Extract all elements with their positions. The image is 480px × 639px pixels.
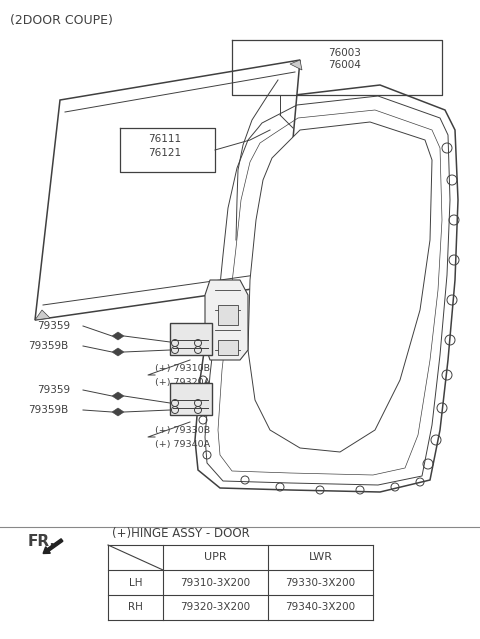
Bar bbox=[218, 340, 238, 355]
Polygon shape bbox=[35, 60, 300, 320]
Text: (+) 79330B: (+) 79330B bbox=[155, 426, 210, 435]
Text: 79359B: 79359B bbox=[28, 341, 68, 351]
Text: 76004: 76004 bbox=[329, 60, 361, 70]
Polygon shape bbox=[112, 392, 124, 400]
Text: 79330-3X200: 79330-3X200 bbox=[286, 578, 356, 587]
Text: (+) 79320A: (+) 79320A bbox=[155, 378, 210, 387]
Text: 76121: 76121 bbox=[148, 148, 181, 158]
Text: 76111: 76111 bbox=[148, 134, 181, 144]
Text: 76003: 76003 bbox=[329, 48, 361, 58]
Text: LWR: LWR bbox=[309, 553, 333, 562]
Text: 79310-3X200: 79310-3X200 bbox=[180, 578, 251, 587]
Text: 79359B: 79359B bbox=[28, 405, 68, 415]
Text: 79320-3X200: 79320-3X200 bbox=[180, 603, 251, 613]
Text: (+)HINGE ASSY - DOOR: (+)HINGE ASSY - DOOR bbox=[112, 528, 250, 541]
Polygon shape bbox=[290, 60, 302, 70]
Polygon shape bbox=[205, 280, 248, 360]
Polygon shape bbox=[35, 310, 50, 320]
Text: 79359: 79359 bbox=[37, 385, 70, 395]
Polygon shape bbox=[112, 332, 124, 340]
FancyArrow shape bbox=[43, 539, 63, 553]
Text: FR.: FR. bbox=[28, 534, 56, 548]
Text: 79359: 79359 bbox=[37, 321, 70, 331]
Polygon shape bbox=[112, 348, 124, 356]
Bar bbox=[170, 383, 212, 415]
Polygon shape bbox=[112, 408, 124, 416]
Text: LH: LH bbox=[129, 578, 142, 587]
Polygon shape bbox=[195, 85, 458, 492]
Text: (+) 79310B: (+) 79310B bbox=[155, 364, 210, 373]
Text: (+) 79340A: (+) 79340A bbox=[155, 440, 210, 449]
Text: UPR: UPR bbox=[204, 553, 227, 562]
Text: (2DOOR COUPE): (2DOOR COUPE) bbox=[10, 14, 113, 27]
Bar bbox=[218, 305, 238, 325]
Text: 79340-3X200: 79340-3X200 bbox=[286, 603, 356, 613]
Bar bbox=[170, 323, 212, 355]
Text: RH: RH bbox=[128, 603, 143, 613]
Polygon shape bbox=[248, 122, 432, 452]
